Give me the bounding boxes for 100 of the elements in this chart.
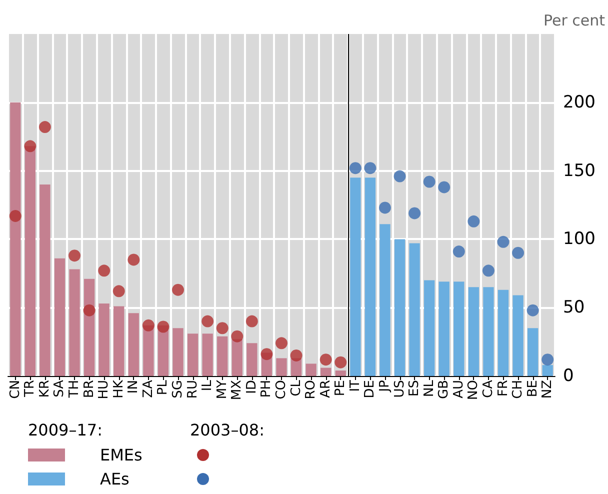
x-tick-label: GB: [436, 380, 452, 399]
x-tick-label: CA: [480, 380, 496, 398]
point: [260, 348, 273, 360]
point: [334, 356, 347, 368]
point: [24, 140, 36, 152]
bar: [202, 334, 213, 376]
legend-label: AEs: [100, 470, 130, 488]
point: [542, 354, 554, 366]
bar: [438, 282, 450, 376]
point: [276, 337, 288, 350]
x-tick-label: SG: [170, 380, 186, 398]
x-tick-label: IL: [200, 379, 216, 392]
x-tick-label: CL: [288, 379, 304, 396]
bar: [528, 328, 538, 376]
bar: [114, 306, 124, 376]
x-tick-label: IN: [126, 380, 142, 394]
x-tick-label: JP: [377, 380, 392, 393]
x-tick-label: MY: [214, 380, 230, 400]
x-tick-label: TR: [22, 380, 38, 398]
x-tick-label: AR: [318, 380, 334, 398]
legend-label: EMEs: [100, 446, 142, 464]
text: 2003–08:: [190, 420, 264, 440]
bar: [98, 303, 110, 376]
point: [216, 322, 228, 334]
x-tick-label: ES: [407, 380, 422, 396]
y-tick-label: 0: [563, 366, 574, 386]
bar: [364, 178, 376, 376]
x-tick-label: PL: [156, 379, 171, 396]
bar: [128, 313, 139, 376]
x-tick-label: US: [392, 380, 408, 398]
x-tick-label: HK: [111, 380, 126, 398]
x-tick-label: BR: [82, 380, 97, 398]
x-tick-label: RU: [185, 380, 200, 399]
y-tick-label: 150: [563, 160, 596, 181]
x-tick-label: PE: [333, 380, 348, 396]
x-tick-label: NO: [466, 380, 482, 400]
point: [172, 284, 184, 296]
x-tick-label: SA: [52, 380, 68, 398]
point: [320, 354, 332, 366]
x-tick-label: CN: [8, 380, 23, 399]
x-tick-label: PH: [259, 380, 274, 398]
x-tick-label: FR: [496, 380, 511, 397]
point: [497, 236, 510, 248]
point: [394, 170, 406, 182]
point: [246, 315, 258, 328]
bar: [320, 368, 332, 376]
point: [438, 181, 450, 194]
point: [9, 210, 22, 222]
point: [98, 264, 110, 277]
point: [364, 162, 376, 174]
bar: [306, 364, 316, 376]
bar: [246, 343, 258, 376]
bar: [69, 269, 80, 376]
point: [423, 176, 436, 188]
x-tick-label: AU: [451, 380, 466, 398]
x-tick-label: KR: [37, 380, 52, 398]
point: [202, 315, 214, 328]
bar: [409, 243, 420, 376]
y-axis-title: Per cent: [543, 12, 606, 30]
point: [408, 207, 421, 220]
bar: [232, 339, 242, 376]
point: [68, 250, 81, 262]
bar: [10, 102, 21, 376]
x-tick-label: IT: [348, 380, 363, 392]
bar: [542, 365, 553, 376]
bar: [498, 290, 509, 376]
bar: [424, 280, 435, 376]
bar: [483, 287, 494, 376]
point: [452, 246, 465, 258]
point: [231, 330, 244, 342]
point: [157, 320, 170, 333]
bar: [335, 370, 346, 376]
bar: [54, 258, 66, 376]
y-tick-label: 100: [563, 229, 596, 250]
point: [526, 304, 539, 316]
point: [83, 304, 96, 316]
bar: [468, 287, 480, 376]
x-tick-label: ID: [244, 380, 260, 394]
x-tick-label: DE: [362, 380, 378, 398]
point: [349, 162, 362, 174]
bar: [512, 295, 524, 376]
bar: [217, 336, 228, 376]
x-tick-label: HU: [96, 380, 112, 400]
x-tick-label: NZ: [540, 380, 556, 399]
point: [112, 285, 125, 298]
bar: [380, 224, 390, 376]
y-tick-label: 200: [563, 92, 596, 112]
x-tick-label: RO: [304, 380, 319, 400]
text: 2009–17:: [28, 420, 102, 440]
bar: [172, 328, 184, 376]
bar: [187, 334, 198, 376]
point: [128, 254, 140, 266]
point: [38, 121, 51, 134]
x-tick-label: ZA: [140, 380, 156, 398]
point: [468, 215, 480, 228]
point: [482, 264, 494, 277]
x-tick-label: BE: [525, 380, 540, 398]
bar: [394, 239, 406, 376]
x-tick-label: TH: [67, 380, 82, 399]
point: [379, 202, 391, 214]
